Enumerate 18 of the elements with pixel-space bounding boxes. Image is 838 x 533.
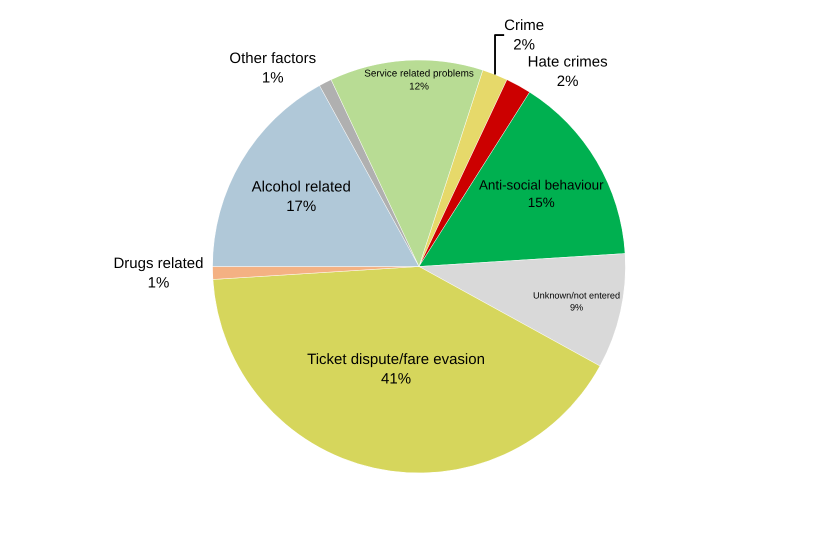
slice-label: Other factors bbox=[229, 50, 316, 67]
data-label: 12% bbox=[409, 82, 430, 93]
slice-label: Unknown/not entered bbox=[533, 290, 620, 301]
slice-label: Anti-social behaviour bbox=[478, 178, 604, 192]
slice-label: Crime bbox=[504, 16, 544, 34]
data-label: 17% bbox=[286, 198, 316, 216]
slice-label: Drugs related bbox=[113, 254, 204, 272]
data-label: 1% bbox=[148, 274, 170, 292]
data-label: 1% bbox=[262, 69, 284, 86]
data-label: 2% bbox=[556, 72, 578, 90]
slice-label: Ticket dispute/fare evasion bbox=[307, 351, 485, 368]
data-label: 2% bbox=[513, 36, 535, 54]
slice-label: Hate crimes bbox=[528, 53, 608, 70]
data-label: 15% bbox=[528, 194, 555, 210]
data-label: 9% bbox=[570, 302, 584, 312]
data-label: 41% bbox=[381, 370, 412, 388]
slice-label: Service related problems bbox=[364, 68, 474, 80]
slice-label: Alcohol related bbox=[252, 178, 351, 196]
